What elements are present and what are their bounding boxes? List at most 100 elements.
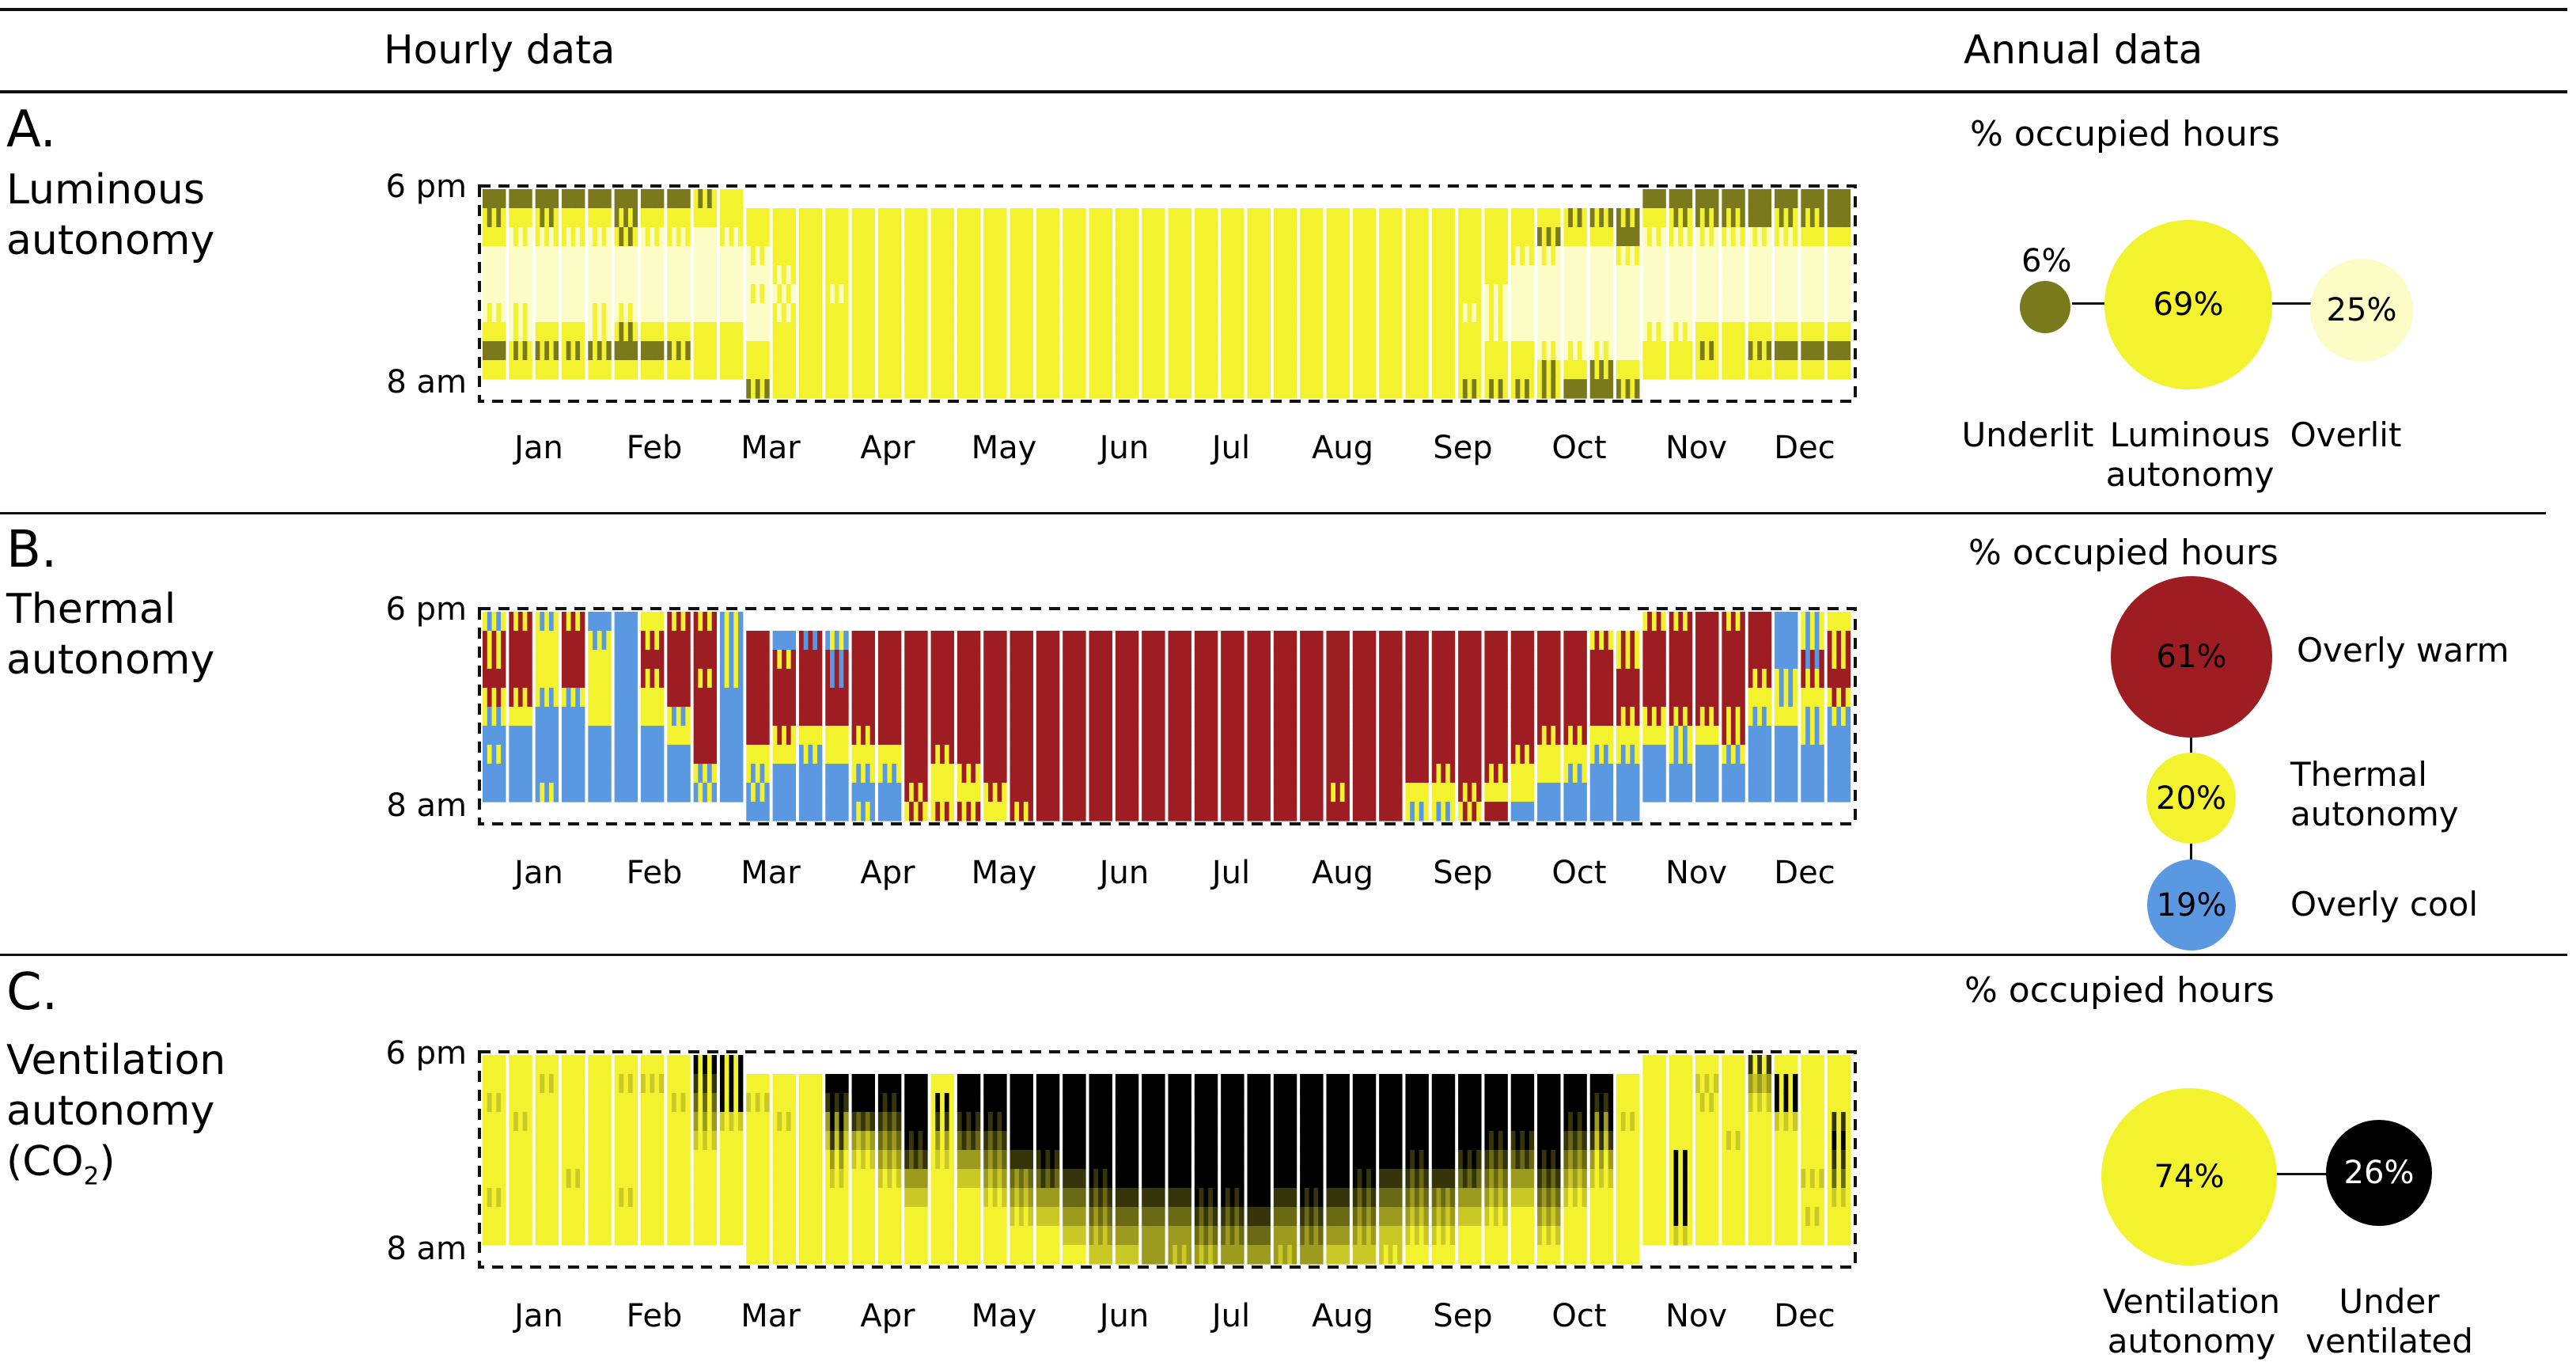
heat-cell [1335, 745, 1341, 765]
heat-cell [1489, 726, 1494, 746]
heat-cell [1594, 341, 1600, 361]
heat-cell [896, 802, 902, 821]
heat-cell [1326, 246, 1332, 266]
heat-cell [1647, 265, 1653, 285]
heat-cell [1414, 650, 1420, 670]
heat-cell [1436, 322, 1441, 342]
heat-cell [1278, 631, 1283, 651]
heat-cell [1423, 783, 1429, 803]
heat-cell [1168, 227, 1173, 247]
heat-cell [1651, 303, 1657, 323]
heat-cell [892, 802, 897, 821]
heat-cell [1722, 189, 1727, 209]
heat-cell [1256, 246, 1262, 266]
heat-cell [751, 227, 756, 247]
heat-cell [808, 783, 813, 803]
heat-cell [882, 341, 888, 361]
heat-cell [1119, 802, 1125, 821]
heat-cell [1172, 265, 1178, 285]
heat-cell [1405, 284, 1411, 304]
heat-cell [777, 227, 782, 247]
heat-cell [1827, 284, 1833, 304]
heat-cell [496, 265, 502, 285]
heat-cell [1489, 631, 1494, 651]
heat-cell [632, 745, 638, 765]
heat-cell [909, 246, 915, 266]
heat-cell [1656, 303, 1662, 323]
heat-cell [1510, 379, 1517, 399]
heat-cell [698, 189, 703, 209]
overlit-label: Overlit [2290, 415, 2402, 454]
heat-cell [1172, 208, 1178, 228]
heat-cell [580, 612, 585, 632]
heat-cell [548, 688, 555, 708]
heat-cell [1793, 303, 1798, 323]
heat-cell [882, 265, 888, 285]
heat-cell [839, 745, 844, 765]
heat-cell [553, 669, 559, 689]
heat-cell [509, 189, 514, 209]
heat-cell [790, 246, 797, 266]
heat-cell [1577, 669, 1583, 689]
week-column [1089, 208, 1112, 399]
heat-cell [1568, 802, 1574, 821]
heat-cell [882, 802, 888, 821]
heat-cell [786, 303, 792, 323]
heat-cell [1155, 341, 1161, 361]
heat-cell [935, 783, 941, 803]
heat-cell [1352, 246, 1358, 266]
heat-cell [1568, 322, 1574, 342]
heat-cell [1260, 745, 1267, 765]
heat-cell [913, 227, 919, 247]
heat-cell [487, 322, 493, 342]
heat-cell [1352, 303, 1358, 323]
heat-cell [930, 322, 936, 342]
heat-cell [1529, 303, 1535, 323]
heat-cell [667, 745, 672, 765]
heat-cell [1331, 322, 1336, 342]
heat-cell [1142, 379, 1147, 399]
heat-cell [1019, 650, 1025, 670]
heat-cell [1177, 802, 1183, 821]
heat-cell [751, 322, 756, 342]
heat-cell [1458, 688, 1464, 708]
heat-cell [698, 631, 703, 651]
heat-cell [1093, 707, 1099, 727]
heat-cell [1002, 379, 1007, 399]
heat-cell [540, 360, 545, 380]
heat-cell [1313, 379, 1319, 399]
heat-cell [1840, 246, 1847, 266]
heat-cell [1669, 227, 1675, 247]
heat-cell [553, 208, 559, 228]
heat-cell [865, 379, 871, 399]
heat-cell [1635, 802, 1640, 821]
heat-cell [1023, 726, 1029, 746]
heat-cell [887, 726, 892, 746]
week-column [1194, 631, 1218, 821]
heat-cell [1357, 322, 1362, 342]
heat-cell [1115, 745, 1121, 765]
heat-cell [1212, 360, 1218, 380]
week-column [1168, 631, 1191, 821]
heat-cell [650, 265, 655, 285]
heat-cell [930, 783, 936, 803]
heat-cell [1669, 246, 1675, 266]
heat-cell [1146, 688, 1152, 708]
heat-cell [1014, 631, 1020, 651]
heat-cell [1339, 341, 1346, 361]
heat-cell [606, 650, 612, 670]
heat-cell [676, 322, 682, 342]
heat-cell [1801, 322, 1806, 342]
heat-cell [856, 764, 862, 784]
heat-cell [1054, 783, 1060, 803]
heat-cell [882, 322, 888, 342]
heat-cell [1063, 764, 1068, 784]
heat-cell [896, 341, 902, 361]
heat-cell [1199, 208, 1204, 228]
heat-cell [1076, 631, 1082, 651]
heat-cell [772, 322, 778, 342]
heat-cell [1318, 246, 1324, 266]
heat-cell [1661, 284, 1666, 304]
heat-cell [1335, 284, 1341, 304]
heat-cell [667, 360, 672, 380]
